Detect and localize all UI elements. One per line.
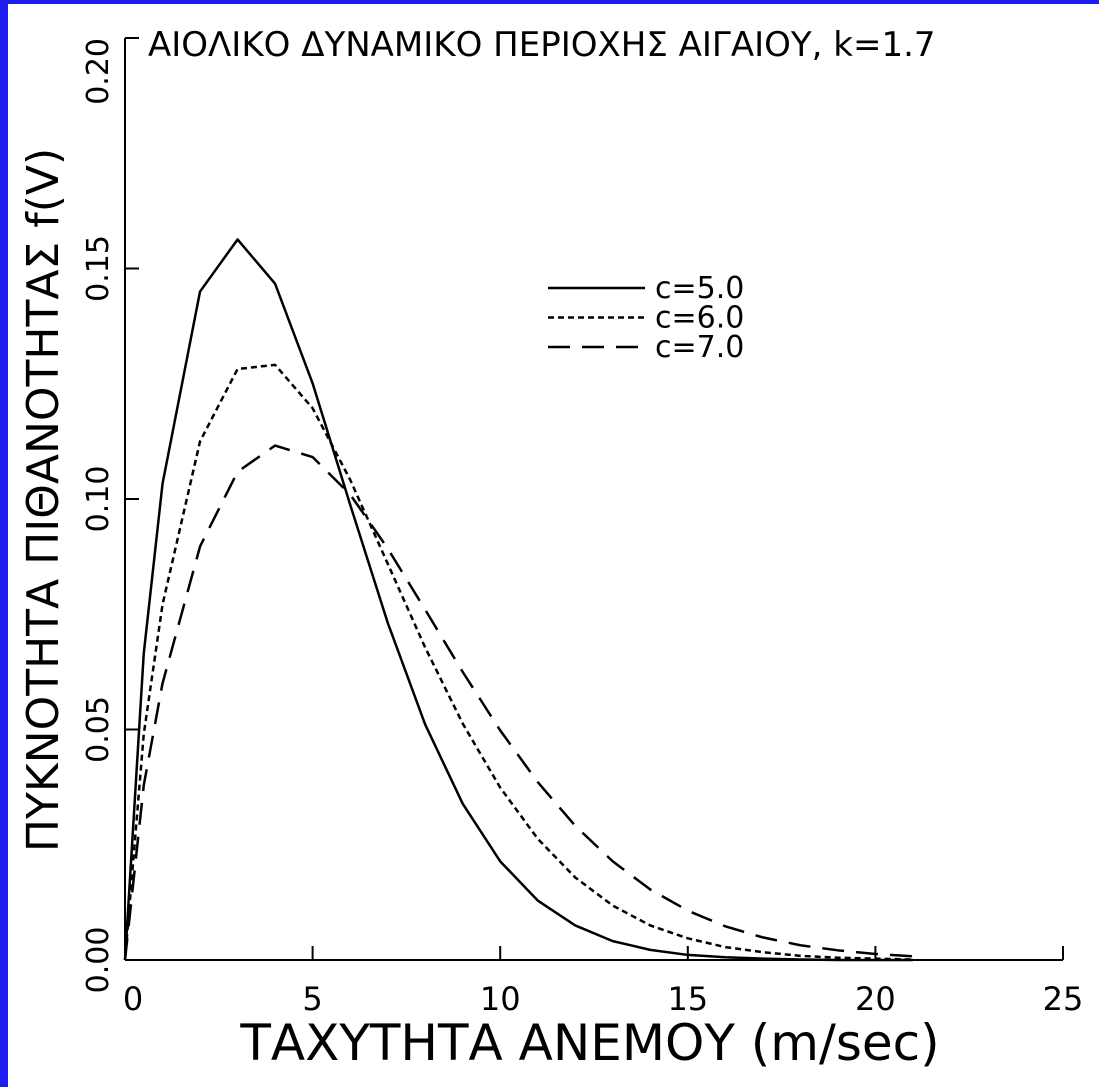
y-axis-label: ΠΥΚΝΟΤΗΤΑ ΠΙΘΑΝΟΤΗΤΑΣ f(V): [18, 148, 69, 852]
legend-label: c=6.0: [655, 301, 744, 336]
y-tick-label: 0.20: [81, 38, 116, 105]
y-tick-label: 0.05: [81, 696, 116, 763]
legend-label: c=7.0: [655, 330, 744, 365]
chart-title: ΑΙΟΛΙΚΟ ΔΥΝΑΜΙΚΟ ΠΕΡΙΟΧΗΣ ΑΙΓΑΙΟΥ, k=1.7: [148, 25, 936, 65]
x-tick-label: 25: [1043, 980, 1084, 1018]
x-axis-label: ΤΑΧΥΤΗΤΑ ΑΝΕΜΟΥ (m/sec): [239, 1014, 939, 1072]
x-tick-label: 0: [123, 980, 143, 1018]
x-tick-label: 20: [855, 980, 896, 1018]
x-tick-label: 15: [667, 980, 708, 1018]
y-tick-label: 0.10: [81, 466, 116, 533]
x-tick-label: 5: [302, 980, 322, 1018]
series-line: [123, 444, 913, 961]
legend-label: c=5.0: [655, 271, 744, 306]
plot-background: [8, 4, 1099, 1087]
series-line: [123, 363, 913, 961]
y-tick-label: 0.15: [81, 235, 116, 302]
y-tick-label: 0.00: [81, 927, 116, 994]
series-line: [123, 238, 913, 962]
x-tick-label: 10: [480, 980, 521, 1018]
